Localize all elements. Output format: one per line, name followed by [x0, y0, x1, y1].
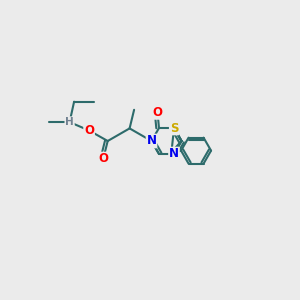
Text: S: S — [170, 122, 178, 134]
Text: N: N — [169, 148, 179, 160]
Text: O: O — [98, 152, 108, 166]
Text: H: H — [65, 117, 74, 127]
Text: O: O — [84, 124, 94, 137]
Text: N: N — [146, 134, 157, 148]
Text: O: O — [152, 106, 163, 119]
